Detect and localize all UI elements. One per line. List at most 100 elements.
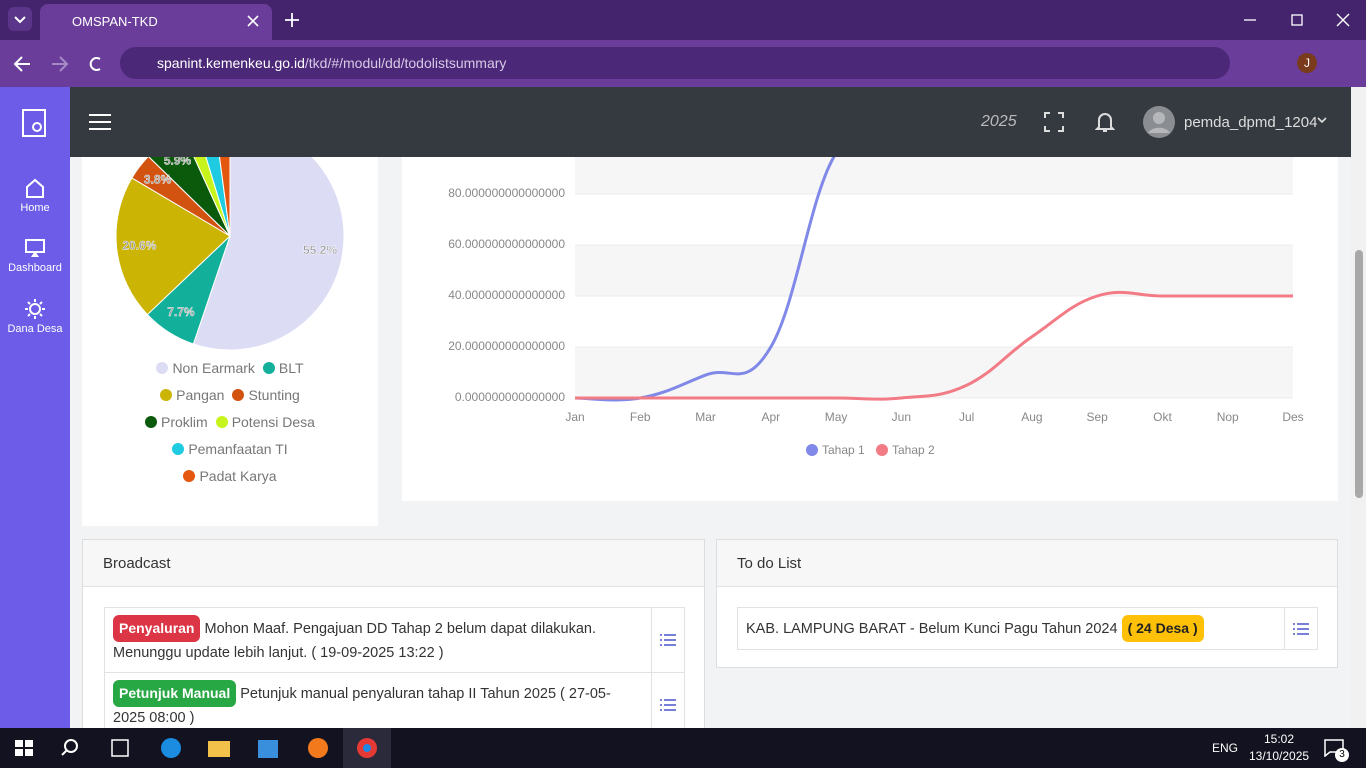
y-tick-label: 80.000000000000000 <box>448 186 565 200</box>
legend-swatch <box>232 388 245 401</box>
legend-label: Non Earmark <box>172 359 255 376</box>
pie-slice <box>115 177 231 316</box>
tab-menu[interactable] <box>8 7 32 31</box>
nav-label: Dashboard <box>8 262 62 274</box>
nav-dana-desa[interactable]: Dana Desa <box>0 298 70 335</box>
todo-list: KAB. LAMPUNG BARAT - Belum Kunci Pagu Ta… <box>737 607 1318 650</box>
todo-card: To do List KAB. LAMPUNG BARAT - Belum Ku… <box>716 539 1338 668</box>
active-tab[interactable]: OMSPAN-TKD <box>40 4 272 40</box>
x-tick-label: May <box>825 410 848 424</box>
profile[interactable]: J <box>1297 53 1317 73</box>
legend-swatch <box>172 442 185 455</box>
x-tick-label: Sep <box>1087 410 1109 424</box>
window-controls[interactable] <box>1240 12 1360 28</box>
list-icon <box>660 699 676 711</box>
list-row: Penyaluran Mohon Maaf. Pengajuan DD Taha… <box>104 607 685 673</box>
icon <box>25 239 45 257</box>
x-tick-label: Jul <box>959 410 974 424</box>
notifications[interactable] <box>1095 111 1115 133</box>
y-tick-label: 60.000000000000000 <box>448 237 565 251</box>
app-header: 2025 pemda_dpmd_1204 <box>70 87 1351 157</box>
address-bar[interactable]: spanint.kemenkeu.go.id/tkd/#/modul/dd/to… <box>120 47 1230 79</box>
x-tick-label: Apr <box>761 410 780 424</box>
sidebar: Home Dashboard Dana Desa <box>0 87 70 728</box>
row-text: Mohon Maaf. Pengajuan DD Tahap 2 belum d… <box>113 621 597 661</box>
legend-swatch <box>183 469 196 482</box>
url-path: /tkd/#/modul/dd/todolistsummary <box>304 55 507 71</box>
data-label: 7.7% <box>167 305 195 319</box>
grid-band <box>575 347 1293 398</box>
scrollbar[interactable] <box>1351 87 1366 728</box>
card-title: To do List <box>717 540 1337 587</box>
row-action[interactable] <box>651 608 684 672</box>
legend-item[interactable]: Padat Karya <box>183 462 277 489</box>
row-action[interactable] <box>1284 608 1317 649</box>
legend-label: Proklim <box>161 413 208 430</box>
legend-label[interactable]: Tahap 1 <box>822 443 865 457</box>
x-tick-label: Feb <box>630 410 651 424</box>
row-content: Penyaluran Mohon Maaf. Pengajuan DD Taha… <box>113 615 640 665</box>
nav-buttons[interactable] <box>12 54 112 74</box>
main-content: 2025 pemda_dpmd_1204 55.2% 7.7% 20.6% 3.8% 5… <box>70 87 1351 728</box>
legend-label: Pangan <box>176 386 225 403</box>
legend-label: Pemanfaatan TI <box>188 440 288 457</box>
nav-label: Dana Desa <box>7 323 63 335</box>
legend-item[interactable]: Non Earmark <box>156 354 255 381</box>
close-tab[interactable] <box>246 14 260 28</box>
icon <box>25 299 45 319</box>
clock-time[interactable]: 15:02 <box>1264 732 1295 746</box>
legend-label: Stunting <box>248 386 300 403</box>
nav-home[interactable]: Home <box>0 177 70 214</box>
legend-swatch <box>215 415 228 428</box>
x-tick-label: Jan <box>565 410 584 424</box>
y-tick-label: 0.000000000000000 <box>455 390 565 404</box>
taskbar-apps[interactable] <box>0 728 400 768</box>
nav-dashboard[interactable]: Dashboard <box>0 237 70 274</box>
menu-toggle[interactable] <box>89 112 111 132</box>
legend-item[interactable]: Potensi Desa <box>215 408 315 435</box>
row-action[interactable] <box>651 673 684 728</box>
nav-label: Home <box>20 202 50 214</box>
list-row: KAB. LAMPUNG BARAT - Belum Kunci Pagu Ta… <box>737 607 1318 650</box>
x-tick-label: Jun <box>892 410 911 424</box>
legend-item[interactable]: BLT <box>262 354 304 381</box>
legend-item[interactable]: Proklim <box>145 408 208 435</box>
x-tick-label: Aug <box>1021 410 1042 424</box>
data-label: 3.8% <box>144 173 172 187</box>
list-icon <box>1293 622 1309 635</box>
tab-title: OMSPAN-TKD <box>72 14 158 29</box>
legend-item[interactable]: Pemanfaatan TI <box>172 435 288 462</box>
avatar[interactable] <box>1143 106 1175 138</box>
icon <box>26 178 44 198</box>
badge: Penyaluran <box>113 615 201 642</box>
logo[interactable] <box>22 109 48 137</box>
x-tick-label: Des <box>1282 410 1303 424</box>
legend-item[interactable]: Pangan <box>160 381 224 408</box>
pie-card: 55.2% 7.7% 20.6% 3.8% 5.9% Non Earmark BLT Pan… <box>82 87 378 526</box>
clock-date[interactable]: 13/10/2025 <box>1249 749 1310 763</box>
card-title: Broadcast <box>83 540 704 587</box>
fullscreen[interactable] <box>1044 112 1064 132</box>
x-tick-label: Okt <box>1153 410 1172 424</box>
tab-strip: OMSPAN-TKD <box>0 0 1366 40</box>
legend-swatch <box>876 444 888 456</box>
url: spanint.kemenkeu.go.id/tkd/#/modul/dd/to… <box>157 55 506 71</box>
legend-label: BLT <box>278 359 304 376</box>
x-tick-label: Nop <box>1217 410 1239 424</box>
user-menu[interactable] <box>1317 117 1327 125</box>
scroll-thumb[interactable] <box>1355 250 1363 498</box>
line-series <box>575 290 1293 401</box>
legend-label[interactable]: Tahap 2 <box>892 443 935 457</box>
language[interactable]: ENG <box>1212 741 1239 755</box>
broadcast-card: Broadcast Penyaluran Mohon Maaf. Pengaju… <box>82 539 705 728</box>
username[interactable]: pemda_dpmd_1204 <box>1184 114 1318 131</box>
legend-swatch <box>806 444 818 456</box>
legend-item[interactable]: Stunting <box>232 381 300 408</box>
row-text: KAB. LAMPUNG BARAT - Belum Kunci Pagu Ta… <box>746 621 1118 637</box>
legend-swatch <box>156 361 169 374</box>
badge: Petunjuk Manual <box>113 680 237 707</box>
new-tab[interactable] <box>284 12 300 28</box>
notification-count: 3 <box>1335 748 1349 762</box>
badge: ( 24 Desa ) <box>1121 615 1204 642</box>
